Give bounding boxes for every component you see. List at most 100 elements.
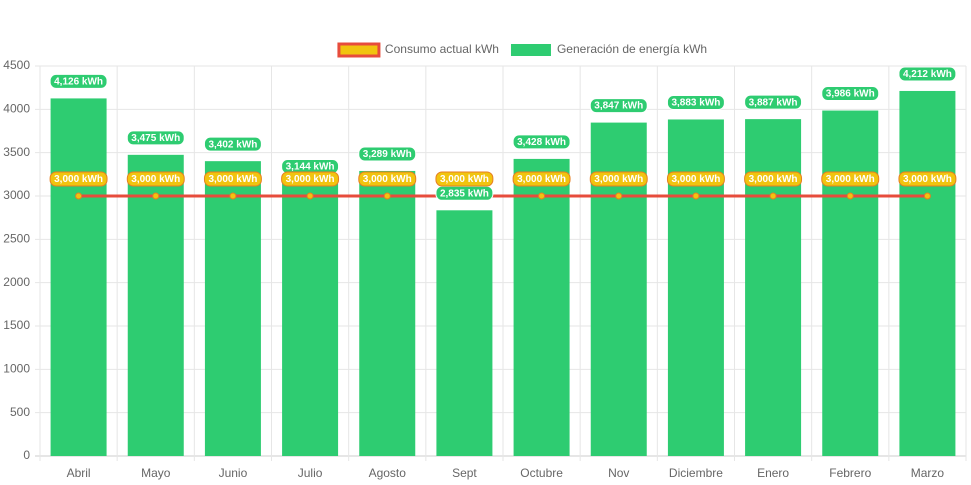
data-label-bg <box>49 73 108 89</box>
data-label-group: 4,126 kWh <box>49 73 108 89</box>
data-label-group: 3,847 kWh <box>589 98 648 114</box>
x-tick-label: Julio <box>298 466 323 480</box>
x-tick-label: Nov <box>608 466 629 480</box>
data-label-group: 3,144 kWh <box>281 159 340 175</box>
data-label: 3,000 kWh <box>749 174 798 185</box>
legend-label: Generación de energía kWh <box>557 42 707 56</box>
legend-label: Consumo actual kWh <box>385 42 499 56</box>
data-label-bg <box>898 66 957 82</box>
data-label: 3,000 kWh <box>54 174 103 185</box>
bar <box>282 183 339 456</box>
data-label-bg <box>203 171 262 187</box>
data-label: 3,847 kWh <box>594 101 643 112</box>
legend-swatch <box>337 42 381 58</box>
data-label: 3,887 kWh <box>749 97 798 108</box>
data-label-group: 3,986 kWh <box>821 86 880 102</box>
data-label-bg <box>512 134 571 150</box>
bar <box>822 110 879 457</box>
x-tick-label: Sept <box>452 466 477 480</box>
x-tick-label: Abril <box>67 466 91 480</box>
data-label-bg <box>589 98 648 114</box>
data-label-group: 3,428 kWh <box>512 134 571 150</box>
data-label-bg <box>744 171 803 187</box>
point <box>383 192 391 200</box>
point <box>538 192 546 200</box>
data-label-bg <box>666 171 725 187</box>
data-label-bg <box>898 171 957 187</box>
data-label-bg <box>512 171 571 187</box>
point <box>152 192 160 200</box>
x-tick-label: Marzo <box>911 466 945 480</box>
data-label: 3,000 kWh <box>594 174 643 185</box>
bar <box>50 98 107 456</box>
point <box>229 192 237 200</box>
bar <box>359 170 416 456</box>
point <box>923 192 931 200</box>
x-tick-label: Febrero <box>829 466 871 480</box>
data-label: 3,000 kWh <box>131 174 180 185</box>
x-tick-label: Enero <box>757 466 789 480</box>
data-label-group: 3,887 kWh <box>744 94 803 110</box>
data-label-bg <box>126 171 185 187</box>
y-tick-label: 4500 <box>3 58 30 72</box>
data-label: 3,000 kWh <box>363 174 412 185</box>
data-label-group: 3,883 kWh <box>666 94 725 110</box>
bar <box>745 119 802 457</box>
point <box>769 192 777 200</box>
bar <box>127 154 184 457</box>
data-label-group: 3,289 kWh <box>358 146 417 162</box>
data-label-group: 3,000 kWh <box>281 171 340 187</box>
data-label-group: 2,835 kWh <box>435 185 494 201</box>
data-label: 2,835 kWh <box>440 188 489 199</box>
data-label: 3,475 kWh <box>131 133 180 144</box>
x-tick-label: Agosto <box>369 466 407 480</box>
data-label-bg <box>358 146 417 162</box>
y-tick-label: 3500 <box>3 145 30 159</box>
data-label: 3,000 kWh <box>826 174 875 185</box>
data-label-group: 3,000 kWh <box>744 171 803 187</box>
y-tick-label: 4000 <box>3 102 30 116</box>
point <box>615 192 623 200</box>
bar <box>513 158 570 456</box>
legend-swatch <box>510 44 551 56</box>
data-label-bg <box>358 171 417 187</box>
data-label-group: 3,000 kWh <box>898 171 957 187</box>
data-label-group: 3,000 kWh <box>126 171 185 187</box>
data-label-bg <box>49 171 108 187</box>
data-label: 3,000 kWh <box>208 174 257 185</box>
data-label-bg <box>666 94 725 110</box>
y-tick-label: 500 <box>10 405 30 419</box>
data-label-group: 3,000 kWh <box>435 171 494 187</box>
point <box>306 192 314 200</box>
data-label-bg <box>821 171 880 187</box>
data-label-group: 3,000 kWh <box>666 171 725 187</box>
data-label-bg <box>126 130 185 146</box>
data-label-group: 3,402 kWh <box>203 136 262 152</box>
data-label-bg <box>281 171 340 187</box>
data-label: 3,000 kWh <box>903 174 952 185</box>
legend: Consumo actual kWh Generación de energía … <box>337 42 707 58</box>
y-tick-label: 3000 <box>3 188 30 202</box>
bar <box>899 90 956 457</box>
y-tick-label: 1000 <box>3 362 30 376</box>
bar <box>667 119 724 457</box>
data-label-bg <box>435 171 494 187</box>
point <box>692 192 700 200</box>
x-tick-label: Junio <box>219 466 248 480</box>
x-tick-label: Mayo <box>141 466 171 480</box>
point <box>846 192 854 200</box>
data-label-group: 3,000 kWh <box>49 171 108 187</box>
data-label: 3,000 kWh <box>286 174 335 185</box>
x-tick-label: Diciembre <box>669 466 723 480</box>
y-tick-label: 2500 <box>3 232 30 246</box>
data-label-bg <box>589 171 648 187</box>
data-label-bg <box>821 86 880 102</box>
data-label: 3,289 kWh <box>363 149 412 160</box>
bar <box>204 161 261 456</box>
data-label: 3,402 kWh <box>208 139 257 150</box>
data-label-bg <box>744 94 803 110</box>
data-label-group: 3,000 kWh <box>358 171 417 187</box>
data-label: 3,000 kWh <box>671 174 720 185</box>
data-label-group: 3,000 kWh <box>821 171 880 187</box>
